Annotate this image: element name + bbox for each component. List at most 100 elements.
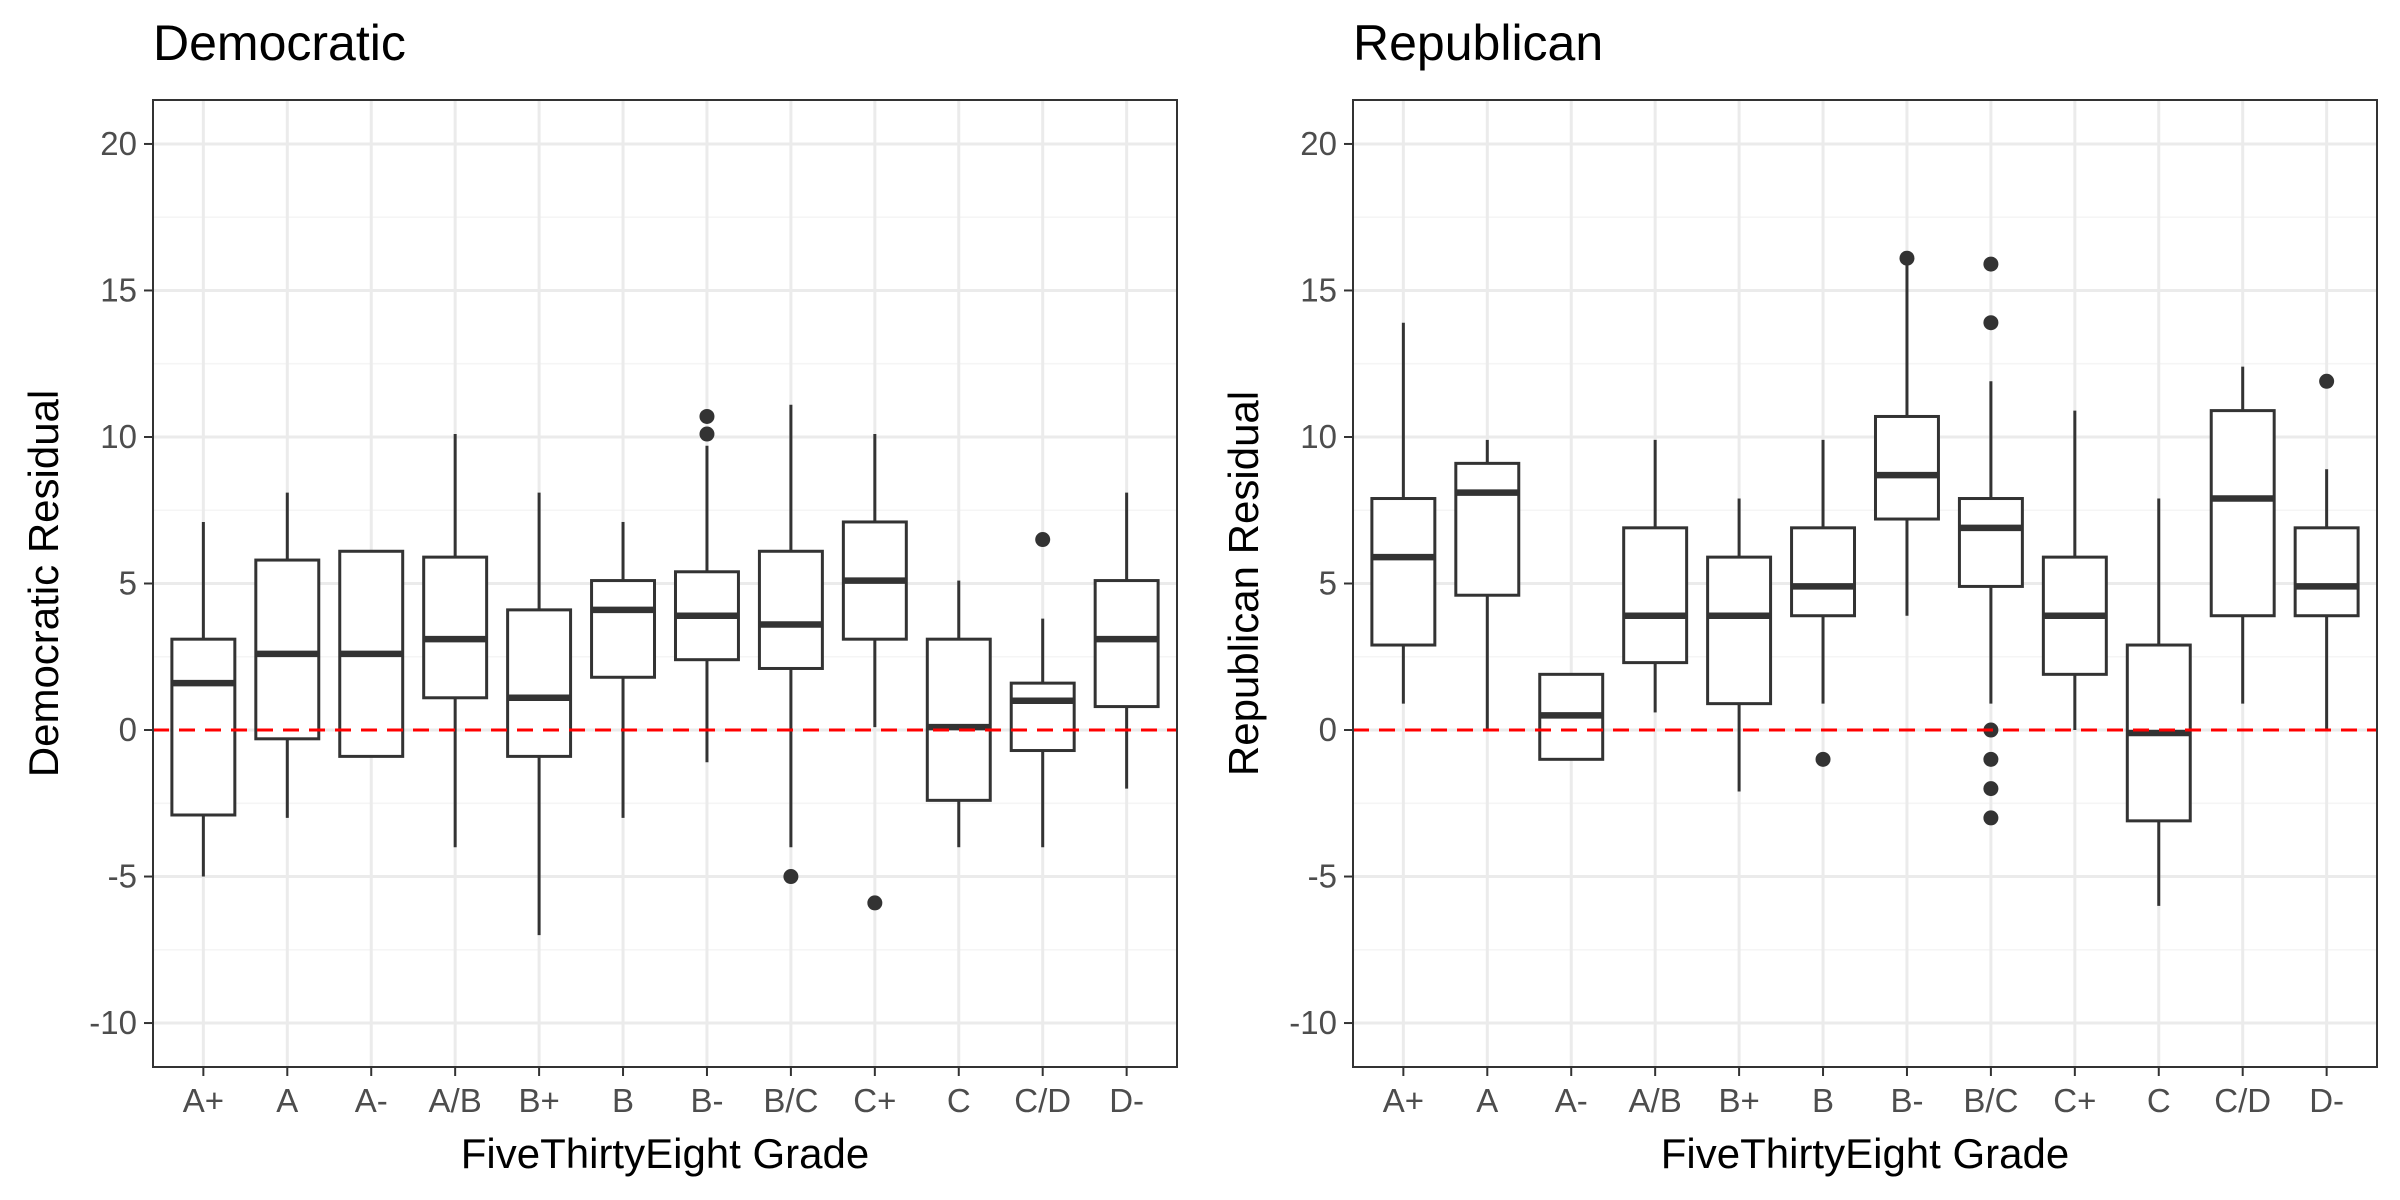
box-iqr (590, 579, 657, 679)
box-B/C (757, 404, 824, 885)
outlier-point (1983, 315, 1999, 331)
x-tick-label: A+ (183, 1082, 224, 1119)
box-A (254, 492, 321, 818)
y-tick-label: -10 (89, 1004, 137, 1041)
panel-title: Republican (1353, 15, 1603, 71)
box-iqr (1622, 526, 1689, 665)
x-tick-label: D- (2309, 1082, 2344, 1119)
box-C/D (2209, 366, 2276, 704)
x-tick-label: B- (1890, 1082, 1923, 1119)
box-B+ (506, 492, 573, 936)
box-iqr (1790, 526, 1857, 618)
y-tick-label: 0 (119, 711, 137, 748)
outlier-point (1815, 751, 1831, 767)
x-axis-title: FiveThirtyEight Grade (461, 1130, 869, 1177)
outlier-point (1899, 250, 1915, 266)
box-iqr (1454, 461, 1521, 597)
box-A/B (422, 434, 489, 848)
box-iqr (2209, 409, 2276, 618)
y-tick-label: 20 (1300, 125, 1337, 162)
box-iqr (2293, 526, 2360, 618)
x-tick-label: A- (1555, 1082, 1588, 1119)
panel-democratic: -10 -5 0 5 10 15 20 A+ A A- A/B B+ B B- B/C C+ C C/D D- Dem… (20, 15, 1178, 1177)
outlier-point (1983, 256, 1999, 272)
box-iqr (1009, 681, 1076, 753)
x-tick-label: C/D (2214, 1082, 2271, 1119)
box-D- (1093, 492, 1160, 789)
x-tick-label: C (2147, 1082, 2171, 1119)
box-iqr (1370, 497, 1437, 647)
y-axis-title: Democratic Residual (20, 390, 67, 777)
x-tick-label: C+ (2053, 1082, 2096, 1119)
x-tick-label: B (1812, 1082, 1834, 1119)
box-iqr (1873, 414, 1940, 521)
y-axis-title: Republican Residual (1220, 391, 1267, 776)
outlier-point (867, 895, 883, 911)
panel-title: Democratic (153, 15, 406, 71)
y-tick-label: 0 (1319, 711, 1337, 748)
box-B- (673, 408, 740, 763)
box-iqr (170, 637, 237, 817)
box-iqr (1706, 555, 1773, 706)
x-tick-label: A/B (429, 1082, 482, 1119)
x-tick-label: A+ (1383, 1082, 1424, 1119)
box-iqr (925, 637, 992, 802)
box-iqr (1093, 579, 1160, 709)
x-tick-label: A (1476, 1082, 1498, 1119)
box-B (590, 521, 657, 818)
x-tick-label: B+ (1718, 1082, 1759, 1119)
box-A+ (1370, 322, 1437, 704)
y-tick-label: -5 (108, 858, 137, 895)
box-D- (2293, 373, 2360, 731)
outlier-point (783, 869, 799, 885)
y-tick-label: 5 (119, 565, 137, 602)
x-tick-label: B- (690, 1082, 723, 1119)
box-A- (1538, 672, 1605, 761)
x-tick-label: A/B (1629, 1082, 1682, 1119)
x-tick-label: D- (1109, 1082, 1144, 1119)
outlier-point (1983, 781, 1999, 797)
box-iqr (1957, 497, 2024, 588)
x-tick-label: B (612, 1082, 634, 1119)
x-tick-label: A- (355, 1082, 388, 1119)
box-C+ (841, 434, 908, 911)
box-B+ (1706, 498, 1773, 792)
x-tick-label: B/C (763, 1082, 818, 1119)
box-A+ (170, 521, 237, 877)
box-A/B (1622, 439, 1689, 713)
y-tick-label: -10 (1289, 1004, 1337, 1041)
outlier-point (699, 426, 715, 442)
box-C (925, 580, 992, 848)
y-tick-label: 10 (100, 418, 137, 455)
box-iqr (254, 558, 321, 741)
box-C+ (2041, 410, 2108, 731)
box-iqr (506, 608, 573, 758)
outlier-point (699, 408, 715, 424)
outlier-point (1983, 751, 1999, 767)
y-tick-label: 20 (100, 125, 137, 162)
x-tick-label: C+ (853, 1082, 896, 1119)
box-C/D (1009, 532, 1076, 848)
x-axis-title: FiveThirtyEight Grade (1661, 1130, 2069, 1177)
box-A- (338, 549, 405, 758)
outlier-point (2319, 373, 2335, 389)
box-B- (1873, 250, 1940, 616)
y-tick-label: -5 (1308, 858, 1337, 895)
box-iqr (422, 555, 489, 700)
x-tick-label: C (947, 1082, 971, 1119)
y-tick-label: 15 (1300, 271, 1337, 308)
x-tick-label: B/C (1963, 1082, 2018, 1119)
box-iqr (757, 549, 824, 670)
outlier-point (1035, 532, 1051, 548)
y-tick-label: 5 (1319, 565, 1337, 602)
y-tick-label: 15 (100, 271, 137, 308)
panel-republican: -10 -5 0 5 10 15 20 A+ A A- A/B B+ B B- B/C C+ C C/D D- Rep… (1220, 15, 2378, 1177)
x-tick-label: C/D (1014, 1082, 1071, 1119)
x-tick-label: B+ (518, 1082, 559, 1119)
box-C (2125, 498, 2192, 906)
y-tick-label: 10 (1300, 418, 1337, 455)
box-A (1454, 439, 1521, 731)
outlier-point (1983, 810, 1999, 826)
box-B/C (1957, 256, 2024, 826)
